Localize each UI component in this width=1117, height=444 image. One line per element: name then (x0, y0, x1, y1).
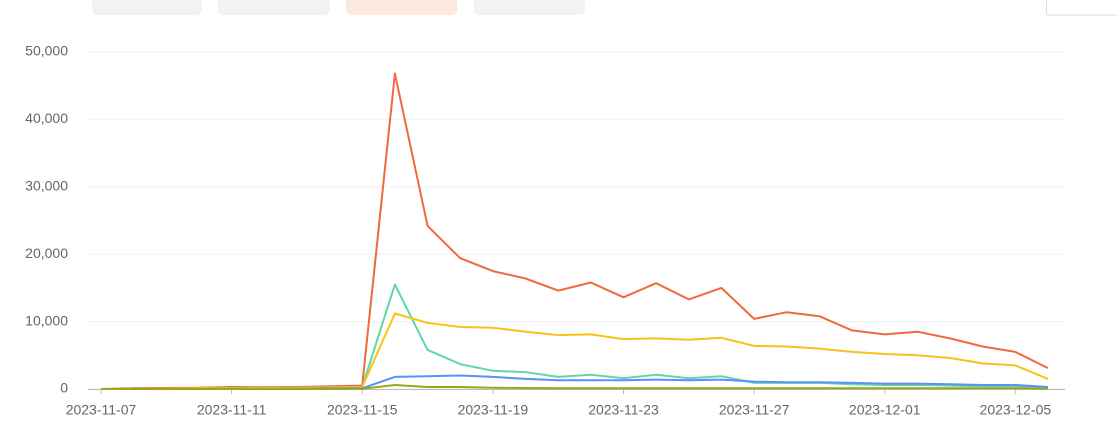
x-tick-label: 2023-11-11 (197, 402, 267, 418)
select-box[interactable] (1047, 0, 1117, 15)
x-tick-label: 2023-11-23 (588, 402, 659, 418)
x-tick-label: 2023-11-27 (719, 402, 790, 418)
filter-button[interactable] (218, 0, 330, 15)
filter-button[interactable] (92, 0, 202, 15)
series-line (101, 74, 1048, 389)
filter-button-active[interactable] (346, 0, 457, 15)
filter-button[interactable] (474, 0, 585, 15)
y-tick-label: 0 (60, 380, 68, 396)
y-tick-label: 50,000 (25, 43, 68, 59)
y-tick-label: 10,000 (25, 312, 68, 328)
y-tick-label: 40,000 (25, 110, 68, 126)
x-tick-label: 2023-12-05 (980, 402, 1052, 418)
x-tick-label: 2023-11-15 (327, 402, 398, 418)
y-tick-label: 20,000 (25, 245, 68, 261)
series-line (101, 285, 1048, 390)
series-line (101, 314, 1048, 390)
x-tick-label: 2023-11-19 (458, 402, 529, 418)
y-tick-label: 30,000 (25, 178, 68, 194)
x-tick-label: 2023-11-07 (66, 402, 137, 418)
x-tick-label: 2023-12-01 (849, 402, 921, 418)
